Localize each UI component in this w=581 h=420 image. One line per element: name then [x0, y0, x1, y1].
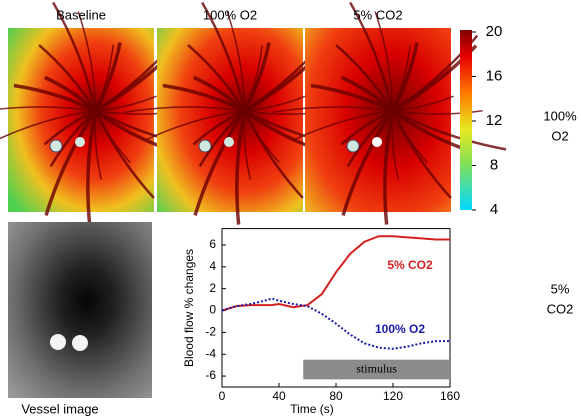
vessel — [0, 106, 96, 112]
vessel — [341, 109, 395, 216]
vessel — [391, 109, 466, 152]
series-label: 100% O2 — [375, 322, 425, 336]
x-tick-label: 160 — [440, 389, 460, 403]
optic-spot — [75, 137, 85, 147]
vessel — [392, 110, 483, 115]
vessel — [272, 106, 393, 113]
y-tick-label: -4 — [205, 346, 216, 360]
vessel — [77, 11, 97, 111]
optic-spot — [49, 139, 63, 153]
y-axis-label: Blood flow % changes — [182, 249, 196, 367]
vessel — [294, 110, 393, 141]
x-axis-label: Time (s) — [290, 402, 334, 416]
side-label: 100% — [543, 108, 577, 123]
vessel — [201, 1, 246, 112]
vessel — [162, 83, 246, 113]
vessel — [392, 95, 454, 112]
colorbar-tick-label: 20 — [486, 23, 503, 40]
vessel — [187, 44, 246, 112]
colorbar-tick-label: 12 — [486, 112, 503, 129]
stimulus-bar — [303, 359, 450, 380]
vessel — [38, 44, 97, 112]
panel-title: 100% O2 — [203, 7, 257, 22]
side-label: CO2 — [547, 301, 574, 316]
vessel — [44, 109, 98, 216]
colorbar-ticks: 4 8 12 16 20 — [472, 23, 502, 218]
side-label: O2 — [551, 128, 568, 143]
vessel-panel: Vessel image — [8, 222, 152, 416]
vessel — [341, 75, 394, 113]
heatmap — [157, 28, 303, 212]
line-chart: Time (s) Blood flow % changes 0 40 80 120 16… — [182, 228, 460, 416]
panel-title: 5% CO2 — [353, 7, 402, 22]
y-tick-label: -6 — [205, 368, 216, 382]
vessel — [43, 109, 97, 146]
heatmap-panels: Baseline 100% O2 5% CO2 — [0, 1, 507, 225]
vessel — [383, 110, 395, 225]
series-line — [221, 297, 450, 350]
vessel — [146, 110, 245, 141]
x-tick-label: 0 — [219, 389, 226, 403]
vessel — [52, 1, 97, 112]
vessel — [391, 110, 400, 180]
y-tick-label: -2 — [205, 325, 216, 339]
side-label: 5% — [551, 281, 570, 296]
heatmap — [8, 28, 154, 212]
vessel — [335, 44, 394, 112]
vessel — [226, 11, 246, 111]
vessel — [349, 1, 394, 112]
side-labels: 100% O2 5% CO2 — [543, 108, 577, 316]
colorbar-tick-label: 16 — [486, 67, 503, 84]
optic-spot — [50, 334, 66, 350]
x-tick-label: 120 — [383, 389, 403, 403]
vessel — [392, 109, 507, 151]
panel-title: Vessel image — [21, 401, 98, 416]
vessel — [13, 83, 97, 113]
y-tick-label: 0 — [209, 303, 216, 317]
vessel — [243, 44, 263, 112]
vessel — [44, 75, 97, 113]
vessel — [124, 106, 245, 113]
vessel — [235, 110, 247, 225]
colorbar-tick-label: 4 — [490, 201, 498, 218]
panel-title: Baseline — [56, 7, 106, 22]
vessel — [94, 44, 114, 112]
colorbar-tick-label: 8 — [490, 156, 498, 173]
vessel — [391, 44, 411, 112]
y-tick-label: 4 — [209, 259, 216, 273]
vessel — [243, 110, 304, 199]
vessel — [192, 109, 246, 146]
stimulus-label: stimulus — [356, 361, 397, 375]
optic-spot — [198, 139, 212, 153]
y-tick-label: 6 — [209, 237, 216, 251]
vessel — [243, 110, 252, 180]
colorbar — [460, 30, 472, 210]
vessel — [244, 95, 306, 112]
vessel — [193, 75, 246, 113]
vessel — [374, 11, 394, 111]
x-tick-label: 80 — [329, 389, 343, 403]
vessel — [94, 110, 155, 199]
vessel — [391, 110, 452, 199]
optic-spot — [372, 137, 382, 147]
heatmap — [305, 28, 451, 212]
series-line — [221, 235, 450, 312]
optic-spot — [346, 139, 360, 153]
vessel — [193, 109, 247, 216]
vessel — [86, 110, 98, 225]
vessel — [94, 110, 103, 180]
y-tick-label: 2 — [209, 281, 216, 295]
vessel — [95, 95, 157, 112]
vessel — [0, 110, 96, 140]
x-tick-label: 40 — [272, 389, 286, 403]
optic-spot — [72, 335, 88, 351]
optic-spot — [224, 137, 234, 147]
series-label: 5% CO2 — [387, 258, 433, 272]
vessel — [310, 83, 394, 113]
vessel — [340, 109, 394, 146]
vessel-image — [8, 222, 152, 398]
